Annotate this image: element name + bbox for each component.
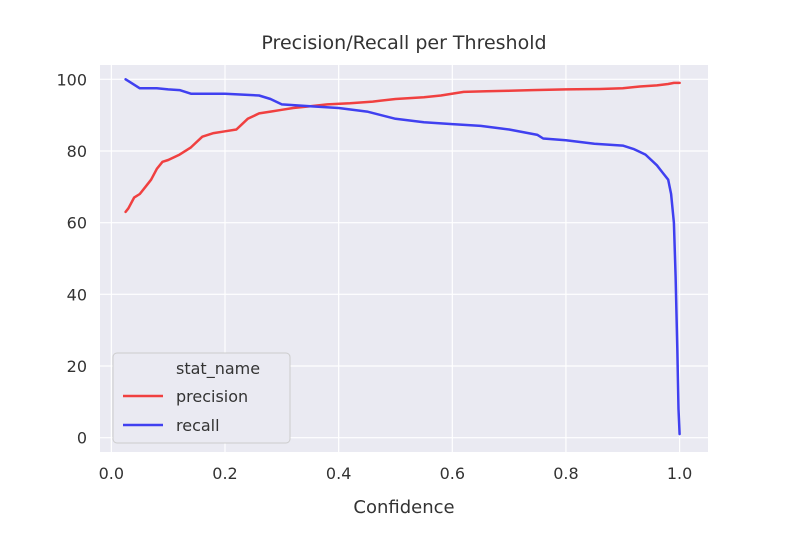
x-tick-label: 0.4 <box>326 464 351 483</box>
x-tick-labels: 0.0 0.2 0.4 0.6 0.8 1.0 <box>99 464 693 483</box>
series-line-precision <box>124 81 681 214</box>
y-tick-labels: 0 20 40 60 80 100 <box>56 70 87 447</box>
series-lines <box>124 78 681 436</box>
y-tick-label: 60 <box>67 214 87 233</box>
y-tick-label: 0 <box>77 429 87 448</box>
x-tick-label: 0.8 <box>553 464 578 483</box>
legend-label-recall: recall <box>176 416 220 435</box>
x-axis-label: Confidence <box>353 497 454 518</box>
y-tick-label: 20 <box>67 357 87 376</box>
y-tick-label: 100 <box>56 70 87 89</box>
series-line-recall <box>124 78 681 436</box>
x-tick-label: 0.0 <box>99 464 124 483</box>
legend: stat_name precision recall <box>112 352 291 444</box>
chart-title: Precision/Recall per Threshold <box>261 32 546 54</box>
x-tick-label: 1.0 <box>667 464 692 483</box>
legend-box <box>112 352 291 444</box>
legend-title: stat_name <box>176 359 260 379</box>
x-tick-label: 0.2 <box>212 464 237 483</box>
legend-label-precision: precision <box>176 387 248 406</box>
x-tick-label: 0.6 <box>440 464 465 483</box>
y-tick-label: 40 <box>67 285 87 304</box>
y-tick-label: 80 <box>67 142 87 161</box>
